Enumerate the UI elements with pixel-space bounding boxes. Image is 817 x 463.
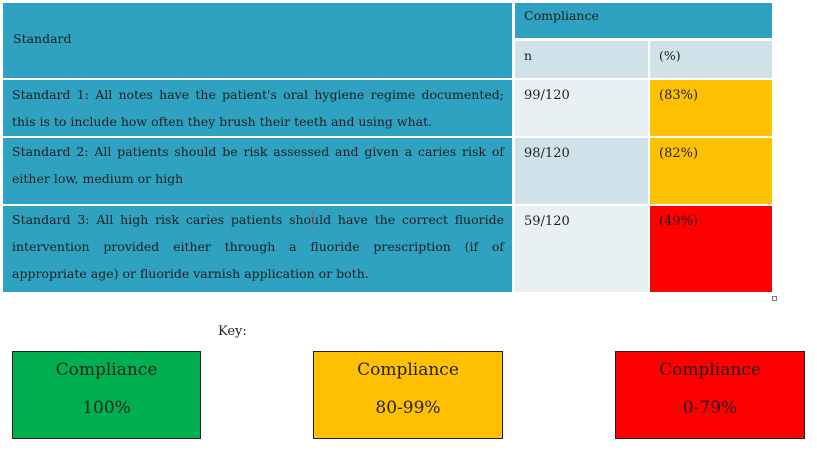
key-box-amber-range: 80-99% [375, 398, 441, 418]
key-box-green-range: 100% [82, 398, 131, 418]
key-box-green-title: Compliance [55, 360, 158, 380]
table-row-3-standard: Standard 3: All high risk caries patient… [3, 206, 512, 292]
header-standard-cell: Standard [3, 3, 512, 78]
table-row-3-n: 59/120 [515, 206, 648, 292]
table-resize-handle[interactable] [772, 296, 777, 301]
key-box-amber: Compliance 80-99% [313, 351, 503, 439]
header-pct-cell: (%) [650, 41, 772, 78]
table-row-3-pct: (49%) [650, 206, 772, 292]
key-box-red: Compliance 0-79% [615, 351, 805, 439]
text-cursor [313, 211, 314, 226]
header-n-label: n [524, 48, 533, 63]
key-box-green: Compliance 100% [12, 351, 201, 439]
key-box-amber-title: Compliance [357, 360, 459, 380]
key-box-red-title: Compliance [659, 360, 761, 380]
table-row-2-standard: Standard 2: All patients should be risk … [3, 138, 512, 204]
table-row-1-n: 99/120 [515, 80, 648, 136]
key-box-red-range: 0-79% [682, 398, 738, 418]
header-compliance-label: Compliance [524, 8, 599, 23]
table-row-1-standard: Standard 1: All notes have the patient's… [3, 80, 512, 136]
header-compliance-cell: Compliance [515, 3, 772, 38]
key-label: Key: [218, 324, 247, 339]
table-row-2-pct: (82%) [650, 138, 772, 204]
header-standard-label: Standard [13, 31, 72, 46]
header-n-cell: n [515, 41, 648, 78]
header-pct-label: (%) [659, 48, 681, 63]
table-row-2-n: 98/120 [515, 138, 648, 204]
table-row-1-pct: (83%) [650, 80, 772, 136]
